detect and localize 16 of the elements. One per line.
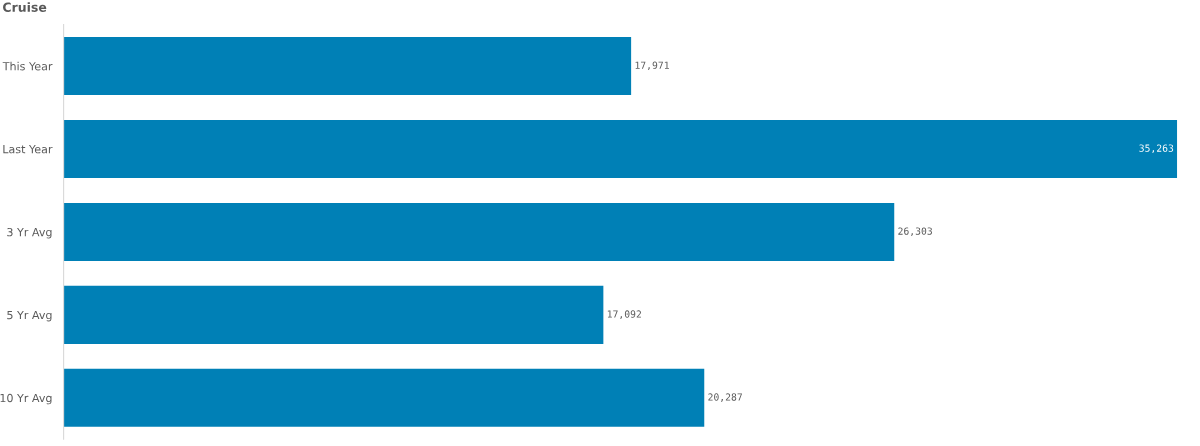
data-label: 20,287	[708, 393, 742, 402]
data-label: 17,092	[607, 310, 641, 319]
y-tick-label: This Year	[2, 61, 53, 71]
bar	[63, 36, 632, 96]
y-tick-label: 3 Yr Avg	[7, 227, 52, 239]
bar	[63, 285, 604, 344]
chart-title: Cruise	[3, 2, 47, 12]
y-tick-label: 5 Yr Avg	[7, 311, 52, 322]
data-label: 26,303	[898, 227, 932, 236]
bar	[63, 368, 705, 427]
data-label: 17,971	[635, 61, 669, 71]
bar	[63, 202, 895, 261]
y-tick-label: 10 Yr Avg	[0, 393, 52, 405]
bar	[63, 119, 1178, 178]
data-label: 35,263	[1139, 144, 1174, 154]
y-tick-label: Last Year	[3, 145, 53, 154]
